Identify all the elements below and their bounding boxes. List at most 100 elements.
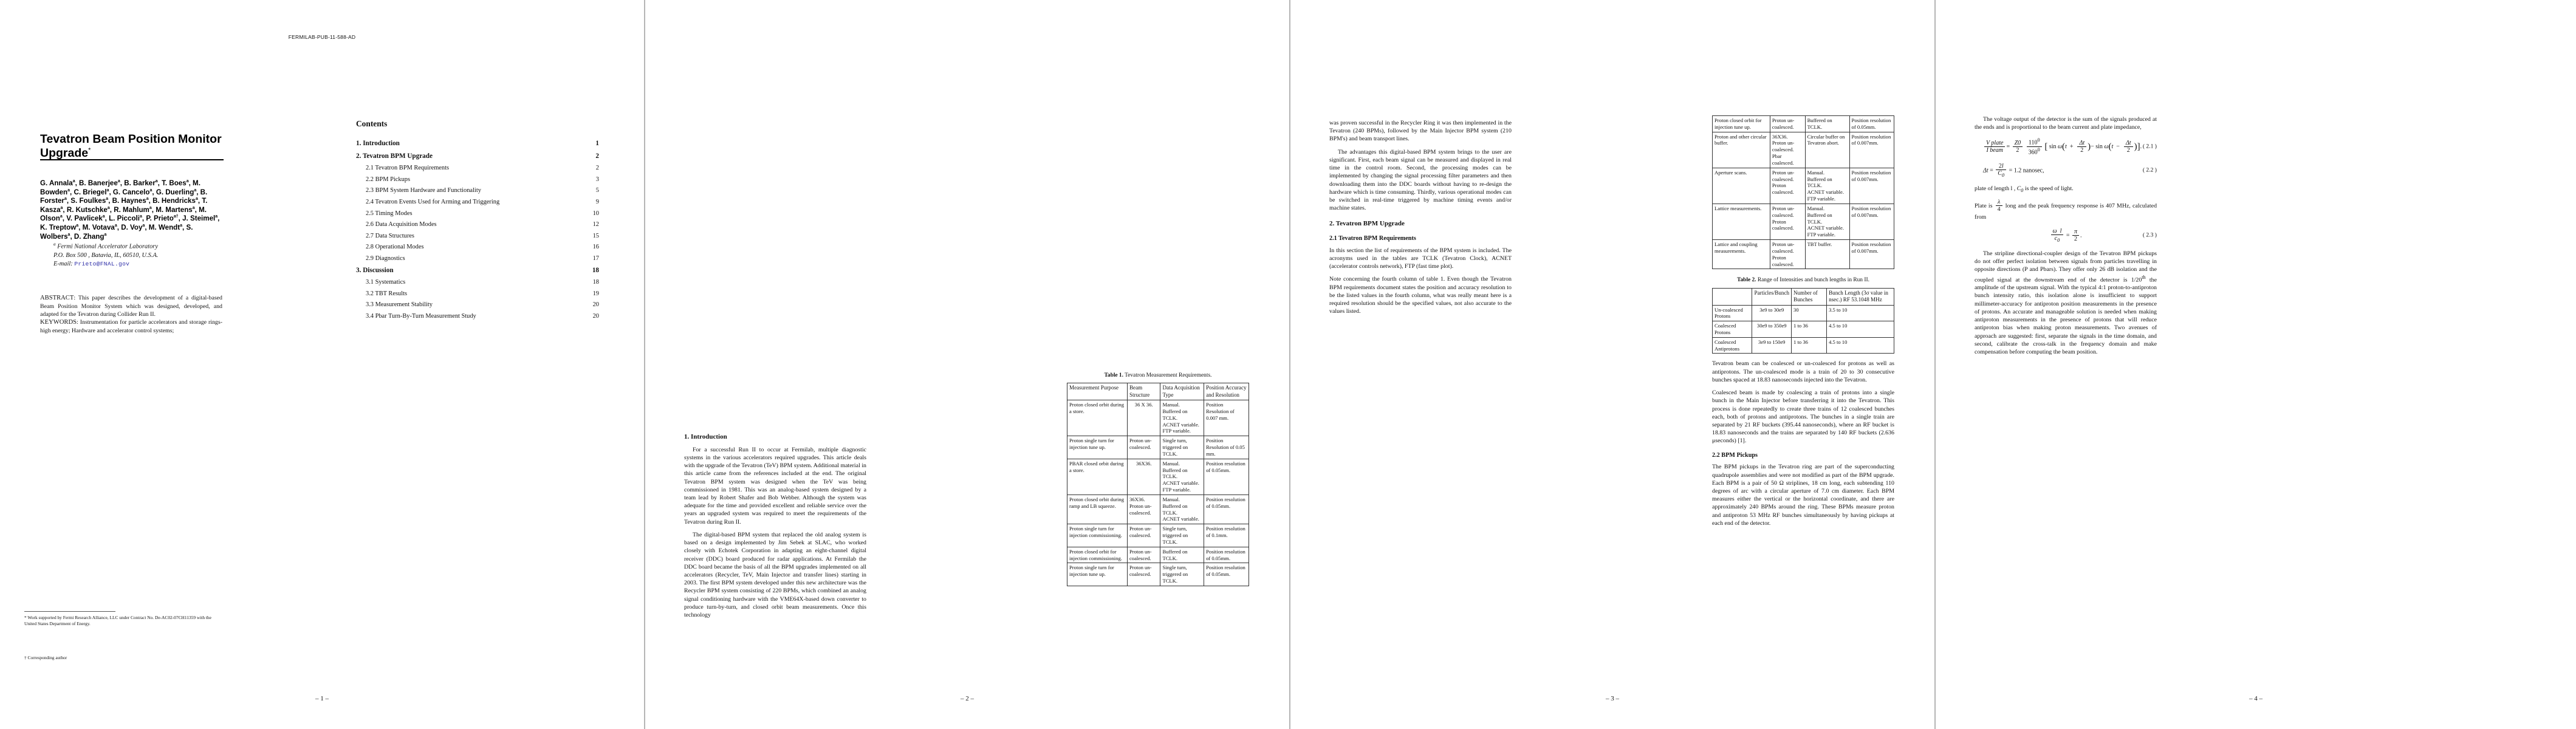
page4-p3-a: Plate is [1975, 202, 1993, 210]
keywords: KEYWORDS: Instrumentation for particle a… [40, 319, 223, 335]
toc-entry[interactable]: 2.6 Data Acquisition Modes 12 [356, 221, 599, 228]
table-cell: Single turn, triggered on TCLK. [1160, 524, 1205, 547]
toc-entry-page: 18 [592, 266, 599, 274]
table-cell: Manual. Buffered on TCLK. ACNET variable. F… [1160, 400, 1205, 437]
toc-entry[interactable]: 3.2 TBT Results 19 [356, 290, 599, 297]
toc-entry-page: 2 [595, 165, 599, 172]
page3-right-column: Proton closed orbit for injection tune u… [1711, 115, 1895, 532]
table-header-cell [1711, 287, 1753, 306]
equation-2-2: Δt = 2l C0 = 1.2 nanosec, ( 2.2 ) [1983, 162, 2157, 179]
table-cell: Proton and other circular buffer. [1712, 131, 1770, 168]
abstract-text: This paper describes the development of … [40, 295, 222, 318]
table2-header-row: Particles/Bunch Number of Bunches Bunch Le… [1711, 287, 1894, 306]
table-of-contents: Contents 1. Introduction 1 2. Tevatron BPM… [356, 119, 599, 324]
table-cell: Proton un-coalesced. [1126, 546, 1161, 564]
page3-paragraph-4: Note concerning the fourth column of tab… [1329, 276, 1512, 315]
keywords-label: KEYWORDS [40, 319, 77, 326]
table1-caption-text: Tevatron Measurement Requirements. [1123, 372, 1212, 378]
table-cell: 36X36. Proton un-coalesced. [1126, 494, 1161, 525]
toc-entry[interactable]: 2.5 Timing Modes 10 [356, 210, 599, 217]
toc-entry[interactable]: 2.7 Data Structures 15 [356, 233, 599, 239]
toc-entry[interactable]: 2.8 Operational Modes 16 [356, 244, 599, 250]
table-cell: Proton closed orbit during a store. [1067, 400, 1128, 437]
table-cell: Position resolution of 0.05mm. [1204, 546, 1249, 564]
page-2: 1. Introduction For a successful Run II … [645, 0, 1289, 729]
table-cell: Coalesced Antiprotons [1711, 337, 1753, 354]
affiliation-line-1: a Fermi National Accelerator Laboratory [53, 242, 158, 250]
table-cell: Position resolution of 0.007mm. [1849, 239, 1895, 270]
toc-entry-page: 16 [592, 244, 599, 251]
equation-2-1: V plate I beam = Z0 2 1100 3600 [ sin ω(t + … [1975, 137, 2157, 156]
toc-entry-label: 2.3 BPM System Hardware and Functionalit… [366, 187, 481, 194]
toc-entry[interactable]: 2.9 Diagnostics 17 [356, 255, 599, 262]
toc-entry[interactable]: 3.3 Measurement Stability 20 [356, 301, 599, 308]
toc-entry-label: 2. Tevatron BPM Upgrade [356, 152, 433, 160]
footnote-star: * Work supported by Fermi Research Allia… [24, 615, 211, 626]
table-cell: TBT buffer. [1804, 239, 1850, 270]
table-1-continued: Proton closed orbit for injection tune u… [1712, 115, 1895, 270]
toc-entry-label: 3. Discussion [356, 266, 394, 274]
table-header-cell: Bunch Length (3σ value in nsec.) RF 53.1… [1826, 287, 1894, 306]
table-cell: Manual. Buffered on TCLK. ACNET variable. [1160, 494, 1205, 525]
table-row: Proton single turn for injection tune up… [1067, 563, 1249, 586]
page3-paragraph-5: Tevatron beam can be coalesced or un-coa… [1712, 360, 1894, 383]
folio-page-4: – 4 – [2249, 695, 2263, 702]
table-row: Proton single turn for injection commiss… [1067, 524, 1249, 547]
page-1: FERMILAB-PUB-11-588-AD Tevatron Beam Pos… [0, 0, 644, 729]
toc-entry-page: 20 [592, 301, 599, 309]
folio-page-3: – 3 – [1606, 695, 1619, 702]
table-1: Measurement Purpose Beam Structure Data Ac… [1067, 383, 1249, 586]
table-row: Aperture scans. Proton un-coalesced. Proto… [1712, 167, 1895, 204]
toc-entry-page: 15 [592, 232, 599, 239]
toc-entry[interactable]: 3.4 Pbar Turn-By-Turn Measurement Study 2… [356, 313, 599, 320]
table-cell: Proton un-coalesced. [1126, 563, 1161, 586]
toc-entry-page: 10 [592, 210, 599, 217]
table-cell: Position resolution of 0.05mm. [1204, 458, 1249, 495]
toc-entry-label: 1. Introduction [356, 140, 400, 147]
toc-entry-label: 2.9 Diagnostics [366, 255, 405, 262]
table-cell: Lattice and coupling measurements. [1712, 239, 1770, 270]
toc-entry[interactable]: 2.2 BPM Pickups 3 [356, 176, 599, 183]
toc-entry[interactable]: 1. Introduction 1 [356, 140, 599, 147]
page4-p2-b: is the speed of light. [2024, 185, 2074, 193]
author-list: G. Annalaa, B. Banerjeea, B. Barkera, T.… [40, 179, 220, 241]
table-cell: Proton un-coalesced. [1769, 115, 1806, 132]
table-cell: Position resolution of 0.05mm. [1204, 563, 1249, 586]
toc-entry[interactable]: 2.4 Tevatron Events Used for Arming and … [356, 199, 599, 205]
affiliation: a Fermi National Accelerator Laboratory … [53, 242, 224, 269]
table-header-cell: Position Accuracy and Resolution [1204, 383, 1249, 401]
table-row: Proton closed orbit during ramp and LB s… [1067, 494, 1249, 525]
page4-p3-b: long and the peak frequency response is … [1975, 202, 2157, 221]
table-row: PBAR closed orbit during a store. 36X36. M… [1067, 458, 1249, 495]
toc-entry[interactable]: 2. Tevatron BPM Upgrade 2 [356, 152, 599, 160]
table-cell: Position resolution of 0.007mm. [1849, 167, 1895, 204]
table-cell: 3e9 to 150e9 [1752, 337, 1792, 354]
folio-page-2: – 2 – [961, 695, 974, 702]
section-2-heading: 2. Tevatron BPM Upgrade [1329, 220, 1405, 228]
toc-entry-page: 12 [592, 221, 599, 228]
toc-entry-label: 2.5 Timing Modes [366, 210, 413, 217]
toc-entry[interactable]: 2.3 BPM System Hardware and Functionalit… [356, 187, 599, 194]
table-cell: 4.5 to 10 [1826, 337, 1894, 354]
toc-entry-label: 2.2 BPM Pickups [366, 176, 411, 183]
table2-caption: Table 2. Range of Intensities and bunch … [1712, 276, 1894, 284]
table-cell: Aperture scans. [1712, 167, 1770, 204]
toc-entry-page: 1 [595, 140, 599, 147]
page3-paragraph-1: was proven successful in the Recycler Ri… [1329, 120, 1512, 143]
table-cell: Buffered on TCLK. [1160, 546, 1205, 564]
table-cell: Proton single turn for injection commiss… [1067, 524, 1128, 547]
toc-entry-label: 3.1 Systematics [366, 279, 406, 286]
toc-entry[interactable]: 2.1 Tevatron BPM Requirements 2 [356, 165, 599, 171]
table-cell: Position Resolution of 0.05 mm. [1204, 436, 1249, 459]
toc-entry[interactable]: 3. Discussion 18 [356, 267, 599, 274]
toc-entry-page: 3 [595, 176, 599, 183]
table-cell: 30e9 to 350e9 [1752, 321, 1792, 338]
table-header-cell: Beam Structure [1126, 383, 1161, 401]
toc-entry[interactable]: 3.1 Systematics 18 [356, 279, 599, 286]
table-cell: 36 X 36. [1126, 400, 1161, 437]
email-link[interactable]: Prieto@FNAL.gov [74, 260, 130, 267]
table1-body: Proton closed orbit during a store. 36 X … [1067, 400, 1249, 586]
table-cell: Position resolution of 0.1mm. [1204, 524, 1249, 547]
